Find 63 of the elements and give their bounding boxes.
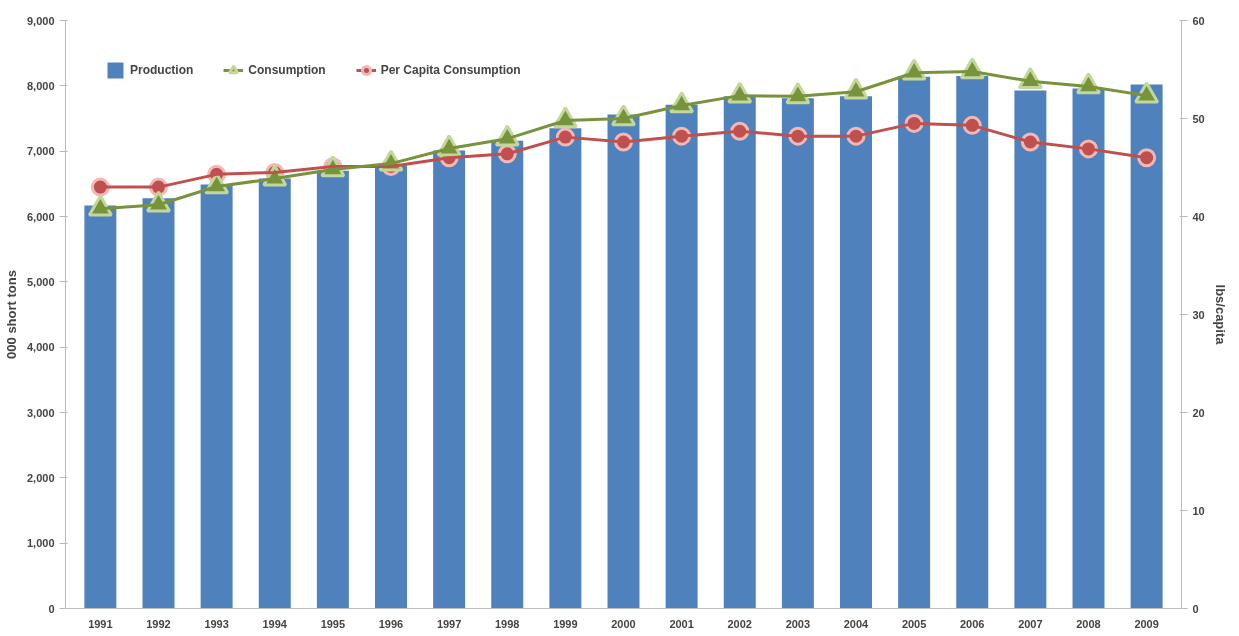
bar <box>491 140 524 609</box>
x-tick-label: 1997 <box>436 617 462 630</box>
bar <box>898 76 931 609</box>
bar <box>781 98 814 609</box>
y2-tick-label: 30 <box>1192 308 1205 321</box>
x-tick-label: 1992 <box>146 617 171 630</box>
x-tick-label: 1991 <box>88 617 113 630</box>
x-tick-label: 2004 <box>843 617 870 630</box>
point <box>87 194 113 217</box>
y-tick-label: 7,000 <box>26 145 55 158</box>
x-tick-label: 1995 <box>320 617 346 630</box>
y-tick-label: 5,000 <box>26 275 55 288</box>
x-tick-label: 2008 <box>1076 617 1101 630</box>
bar <box>665 104 698 609</box>
y2-tick-label: 10 <box>1192 504 1205 517</box>
y2-tick-label: 20 <box>1192 406 1205 419</box>
x-tick-label: 2009 <box>1134 617 1159 630</box>
legend-label: Consumption <box>248 63 326 77</box>
point <box>1134 81 1160 104</box>
x-tick-label: 1993 <box>204 617 229 630</box>
bar <box>607 114 640 609</box>
bar <box>1130 84 1163 609</box>
y-tick-label: 3,000 <box>26 406 55 419</box>
y-tick-label: 1,000 <box>26 537 55 550</box>
y2-tick-label: 0 <box>1192 602 1199 615</box>
bar <box>723 96 756 609</box>
x-tick-label: 2002 <box>727 617 752 630</box>
y2-tick-label: 60 <box>1192 14 1205 27</box>
bar <box>84 205 117 609</box>
bar <box>549 128 582 609</box>
bar <box>200 184 233 609</box>
x-tick-label: 2003 <box>785 617 811 630</box>
y2-tick-label: 50 <box>1192 112 1205 125</box>
y-tick-label: 6,000 <box>26 210 55 223</box>
legend-label: Production <box>130 63 194 77</box>
bar <box>316 170 349 609</box>
x-tick-label: 2005 <box>901 617 927 630</box>
y2-axis-title: lbs/capita <box>1212 284 1228 346</box>
x-tick-label: 1994 <box>262 617 288 630</box>
y-tick-label: 2,000 <box>26 471 55 484</box>
point <box>1137 148 1157 168</box>
bar <box>1072 88 1105 609</box>
bar <box>840 96 872 609</box>
x-tick-label: 2006 <box>960 617 985 630</box>
legend-label: Per Capita Consumption <box>380 63 521 77</box>
y-tick-label: 4,000 <box>26 341 55 354</box>
x-tick-label: 1996 <box>378 617 404 630</box>
bar <box>258 178 291 609</box>
bar <box>433 150 466 609</box>
x-tick-label: 2001 <box>669 617 694 630</box>
bar <box>142 198 175 609</box>
y-tick-label: 8,000 <box>26 79 55 92</box>
y2-tick-label: 40 <box>1192 210 1205 223</box>
x-tick-label: 2000 <box>611 617 636 630</box>
x-tick-label: 1998 <box>495 617 520 630</box>
bar <box>956 76 989 609</box>
y-axis-title: 000 short tons <box>3 270 19 359</box>
x-tick-label: 1999 <box>553 617 578 630</box>
bar <box>1014 90 1047 609</box>
y-tick-label: 9,000 <box>26 14 55 27</box>
y-tick-label: 0 <box>48 602 55 615</box>
bar <box>375 165 407 609</box>
x-tick-label: 2007 <box>1018 617 1043 630</box>
